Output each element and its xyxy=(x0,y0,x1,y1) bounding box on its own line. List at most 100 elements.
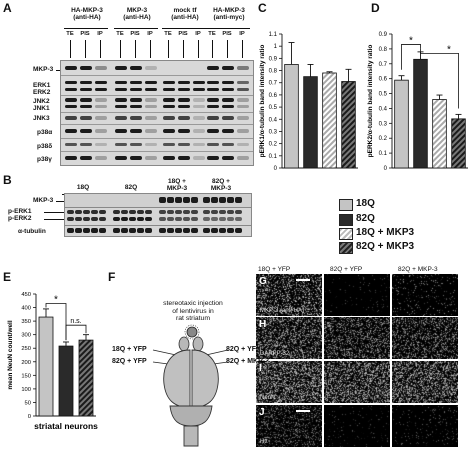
blot-band xyxy=(193,98,205,102)
y-tick-label: 0.4 xyxy=(379,106,388,112)
group-4-line2: (anti-myc) xyxy=(213,14,245,21)
y-tick-label: 0.9 xyxy=(269,56,278,62)
group-1-bracket xyxy=(64,25,108,29)
injection-line xyxy=(205,349,229,356)
bar-18q xyxy=(394,79,409,169)
blot-band xyxy=(80,66,92,70)
blot-band xyxy=(237,88,249,91)
panel-a-group-1: HA-MKP-3 (anti-HA) xyxy=(62,7,112,21)
y-tick-label: 0.3 xyxy=(269,129,278,135)
blot-band xyxy=(75,217,82,221)
blot-divider xyxy=(61,138,253,139)
y-tick-label: 0.9 xyxy=(379,32,388,38)
group-4-line1: HA-MKP-3 xyxy=(213,7,245,14)
bar-82q xyxy=(303,76,318,169)
row-label-mkp3: MKP-3 xyxy=(33,66,54,73)
blot-band xyxy=(203,197,210,203)
y-tick-label: 1 xyxy=(274,44,278,50)
y-tick-label: 300 xyxy=(21,333,31,339)
blot-divider xyxy=(61,112,253,113)
row-label-erk2: ERK2 xyxy=(33,89,51,96)
blot-band xyxy=(121,217,128,221)
blot-band xyxy=(130,98,142,102)
b-row-label-perk1: p-ERK1 xyxy=(8,208,32,215)
virus-icon xyxy=(184,324,200,340)
blot-band xyxy=(65,156,77,160)
blot-band xyxy=(99,217,106,221)
blot-band xyxy=(115,156,127,160)
y-tick-label: 0.2 xyxy=(379,136,388,142)
blot-band xyxy=(65,129,77,133)
panel-a-group-2: MKP-3 (anti-HA) xyxy=(112,7,162,21)
blot-band xyxy=(159,210,166,214)
y-tick-label: 400 xyxy=(21,306,31,312)
blot-band xyxy=(219,217,226,221)
blot-band xyxy=(163,105,175,108)
panel-b-letter: B xyxy=(3,173,12,187)
blot-band xyxy=(115,143,127,146)
blot-band xyxy=(80,116,92,120)
lane-label: PIS xyxy=(80,31,90,37)
blot-band xyxy=(237,98,249,102)
significance-bracket xyxy=(420,48,459,109)
y-tick-label: 0.8 xyxy=(379,47,388,53)
panel-b-group-2: 82Q xyxy=(106,184,156,191)
blot-band xyxy=(191,228,198,233)
blot-band xyxy=(159,228,166,233)
blot-band xyxy=(167,197,174,203)
lane-tick xyxy=(120,40,121,58)
blot-band xyxy=(207,88,219,91)
blot-band xyxy=(65,116,77,120)
blot-band xyxy=(145,88,157,91)
panel-f-letter: F xyxy=(108,270,116,284)
blot-band xyxy=(83,217,90,221)
y-tick-label: 150 xyxy=(21,373,31,379)
blot-band xyxy=(80,143,92,146)
blot-band xyxy=(207,116,219,120)
blot-band xyxy=(113,210,120,214)
b-blot-perk xyxy=(64,207,252,226)
micro-col-header-1: 18Q + YFP xyxy=(258,266,291,273)
blot-band xyxy=(129,228,136,233)
blot-band xyxy=(191,197,198,203)
blot-band xyxy=(207,105,219,108)
lane-label: IP xyxy=(97,31,103,37)
blot-band xyxy=(207,81,219,84)
panel-f-title: stereotaxic injection of lentivirus in r… xyxy=(138,300,248,323)
blot-band xyxy=(145,66,157,70)
micrograph-row-label: MKP-3 (anti-HA) xyxy=(260,308,305,314)
blot-band xyxy=(175,210,182,214)
blot-band xyxy=(65,66,77,70)
blot-band xyxy=(237,105,249,108)
blot-band xyxy=(99,228,106,233)
f-right-label-2: 82Q + MKP-3 xyxy=(226,358,269,365)
blot-band xyxy=(207,98,219,102)
blot-band xyxy=(121,228,128,233)
blot-band xyxy=(95,105,107,108)
blot-band xyxy=(178,143,190,146)
blot-band xyxy=(115,98,127,102)
b-group-4-line2: MKP-3 xyxy=(210,185,232,192)
blot-band xyxy=(137,210,144,214)
blot-band xyxy=(227,228,234,233)
blot-band xyxy=(163,81,175,84)
b-group-2-line1: 82Q xyxy=(124,184,138,191)
f-left-label-2: 82Q + YFP xyxy=(112,358,147,365)
y-tick-label: 350 xyxy=(21,319,31,325)
micrograph-j-1: J Htt xyxy=(256,405,322,447)
y-axis-label: pERK2/α-tubulin band intensity ratio xyxy=(367,45,374,158)
row-label-p38d: p38δ xyxy=(37,143,53,150)
blot-divider xyxy=(61,124,253,125)
blot-band xyxy=(193,143,205,146)
group-3-line2: (anti-HA) xyxy=(171,14,199,21)
group-4-bracket xyxy=(206,25,250,29)
f-title-line1: stereotaxic injection xyxy=(163,300,223,307)
panel-e-letter: E xyxy=(3,270,12,284)
panel-a-group-4: HA-MKP-3 (anti-myc) xyxy=(204,7,254,21)
panel-c-chart: 0 0.1 0.2 0.3 0.4 0.5 0.6 0.7 0.8 0.9 1 1.1 pERK1/α-… xyxy=(259,32,358,172)
blot-band xyxy=(191,210,198,214)
b-row-arrow-perk1 xyxy=(44,210,68,214)
y-tick-label: 100 xyxy=(21,387,31,393)
lane-tick xyxy=(85,40,86,58)
blot-band xyxy=(65,81,77,84)
